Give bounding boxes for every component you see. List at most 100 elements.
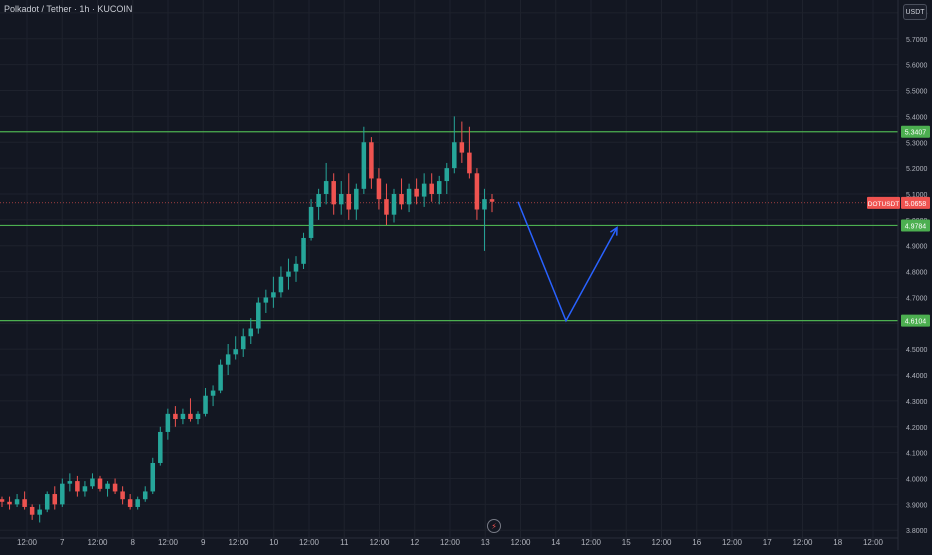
candle-body [52, 494, 58, 505]
candle-body [240, 336, 246, 350]
candle-body [376, 178, 382, 200]
x-tick-label: 7 [60, 538, 65, 547]
y-tick-label: 4.2000 [906, 425, 928, 432]
x-tick-label: 12:00 [228, 538, 249, 547]
x-tick-label: 8 [131, 538, 136, 547]
candle-body [256, 302, 261, 329]
x-tick-label: 12:00 [87, 538, 108, 547]
level-price-label: 4.9784 [905, 223, 927, 230]
level-price-tag [901, 125, 930, 138]
candle-body [82, 486, 88, 492]
x-tick-label: 11 [340, 538, 349, 547]
candle-body [233, 349, 238, 355]
candle-body [278, 276, 284, 293]
level-price-tag [901, 219, 930, 232]
symbol-tag [867, 196, 900, 209]
candle-body [406, 188, 412, 205]
candle-body [37, 509, 42, 515]
x-tick-label: 12:00 [722, 538, 743, 547]
candle-body [316, 193, 321, 207]
candle-body [248, 328, 254, 337]
y-tick-label: 5.6000 [906, 63, 928, 70]
candle-body [271, 292, 276, 298]
candle-body [7, 501, 12, 505]
candle-body [301, 237, 306, 264]
x-tick-label: 12 [410, 538, 419, 547]
candle-body [323, 181, 329, 194]
candle-body [120, 491, 125, 500]
candle-body [142, 491, 148, 500]
x-tick-label: 12:00 [369, 538, 390, 547]
price-axis[interactable]: 3.8000 3.9000 4.0000 4.1000 4.2000 4.3000 4.40… [897, 0, 928, 550]
candle-body [467, 152, 472, 174]
candle-body [188, 413, 193, 420]
candle-body [29, 506, 35, 515]
y-tick-label: 4.3000 [906, 399, 928, 406]
candle-body [67, 481, 73, 484]
x-tick-label: 12:00 [440, 538, 461, 547]
x-tick-label: 12:00 [158, 538, 179, 547]
candle-body [263, 297, 269, 303]
y-tick-label: 3.8000 [906, 528, 928, 535]
candle-body [474, 173, 480, 210]
candle-body [112, 483, 118, 492]
candle-body [22, 499, 27, 507]
time-axis[interactable]: 12:00 7 12:00 8 12:00 9 12:00 10 12:00 11 12:00 12 1… [0, 537, 898, 547]
y-tick-label: 4.9000 [906, 244, 928, 251]
candle-body [210, 390, 216, 396]
candle-body [482, 199, 487, 210]
candle-body [195, 413, 201, 420]
candle-body [97, 478, 103, 489]
candle-body [127, 499, 133, 507]
candle-body [60, 483, 65, 505]
x-tick-label: 9 [201, 538, 206, 547]
y-tick-label: 4.5000 [906, 347, 928, 354]
candle-body [44, 494, 50, 510]
candle-body [135, 499, 140, 507]
x-tick-label: 10 [269, 538, 278, 547]
y-tick-label: 5.4000 [906, 114, 928, 121]
symbol-label: DOTUSDT [868, 201, 899, 208]
lightning-icon[interactable]: ⚡ [487, 519, 501, 533]
x-tick-label: 12:00 [651, 538, 672, 547]
y-tick-label: 4.8000 [906, 270, 928, 277]
candle-body [384, 199, 389, 215]
x-tick-label: 15 [622, 538, 631, 547]
candle-body [354, 188, 359, 210]
y-tick-label: 5.7000 [906, 37, 928, 44]
candle-body [180, 413, 186, 420]
candle-body [105, 483, 110, 489]
candle-body [286, 271, 291, 277]
projection-line [517, 201, 618, 323]
candle-body [444, 168, 450, 182]
candle-body [459, 142, 465, 153]
candle-body [308, 206, 314, 238]
x-tick-label: 14 [551, 538, 560, 547]
y-tick-label: 3.9000 [906, 502, 928, 509]
y-tick-label: 5.5000 [906, 89, 928, 96]
candle-body [331, 181, 336, 205]
x-tick-label: 17 [763, 538, 772, 547]
candle-body [225, 354, 231, 365]
y-tick-label: 5.2000 [906, 166, 928, 173]
x-tick-label: 18 [833, 538, 842, 547]
y-tick-label: 4.7000 [906, 295, 928, 302]
candle-body [338, 193, 344, 205]
candle-body [14, 499, 20, 505]
x-tick-label: 12:00 [299, 538, 320, 547]
candle-body [391, 193, 397, 215]
candle-body [218, 364, 223, 391]
x-tick-label: 12:00 [863, 538, 884, 547]
candle-body [361, 142, 367, 189]
x-tick-label: 12:00 [792, 538, 813, 547]
currency-unit-badge[interactable]: USDT [903, 4, 927, 20]
candle-body [414, 188, 419, 197]
candle-body [399, 193, 404, 205]
x-tick-label: 12:00 [510, 538, 531, 547]
candle-body [150, 462, 156, 492]
candle-body [90, 478, 95, 487]
price-labels: 5.3407 4.9784 4.6104 DOTUSDT 5.0658 [867, 125, 930, 327]
x-tick-label: 16 [692, 538, 701, 547]
